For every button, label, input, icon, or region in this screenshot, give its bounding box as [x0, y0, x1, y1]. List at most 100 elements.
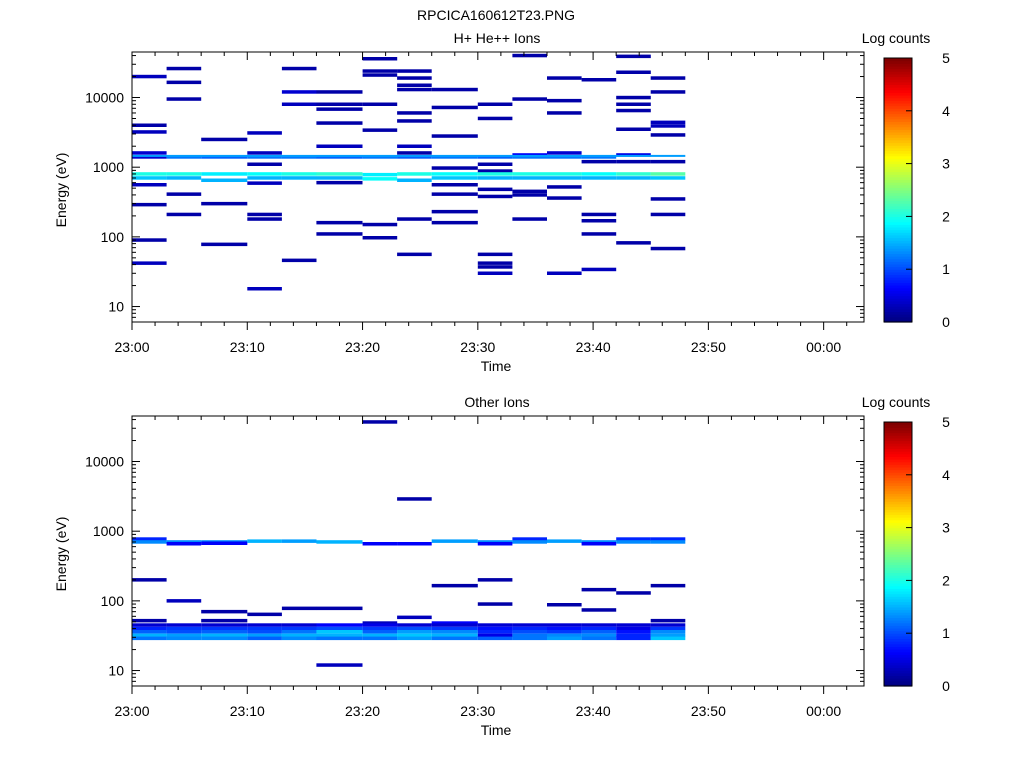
- colorbar-segment: [884, 503, 912, 508]
- data-cell: [201, 541, 248, 545]
- colorbar-segment: [884, 73, 912, 78]
- data-cell: [316, 144, 363, 148]
- data-cell: [616, 70, 651, 74]
- data-cell: [362, 542, 398, 546]
- spectrogram-cells: [132, 53, 686, 291]
- colorbar-segment: [884, 630, 912, 634]
- colorbar-segment: [884, 656, 912, 661]
- data-cell: [201, 155, 248, 159]
- data-cell: [616, 591, 651, 595]
- data-cell: [362, 57, 398, 61]
- colorbar-segment: [884, 87, 912, 91]
- colorbar-segment: [884, 184, 912, 188]
- data-cell: [201, 178, 248, 182]
- plot-frame: [131, 51, 865, 323]
- data-line: [132, 154, 686, 157]
- data-cell: [616, 630, 651, 634]
- colorbar-segment: [884, 261, 912, 265]
- data-cell: [201, 636, 248, 641]
- data-cell: [397, 626, 432, 631]
- colorbar-segment: [884, 187, 912, 191]
- x-tick-label: 00:00: [806, 339, 841, 355]
- colorbar-segment: [884, 625, 912, 629]
- data-cell: [650, 623, 686, 627]
- colorbar-segment: [884, 168, 912, 173]
- data-cell: [166, 626, 202, 631]
- colorbar-segment: [884, 495, 912, 500]
- data-cell: [650, 583, 686, 588]
- data-cell: [547, 271, 582, 275]
- data-cell: [132, 636, 167, 641]
- colorbar-segment: [884, 100, 912, 104]
- colorbar-segment: [884, 134, 912, 138]
- data-cell: [616, 172, 651, 176]
- colorbar-segment: [884, 160, 912, 165]
- colorbar-segment: [884, 63, 912, 67]
- colorbar-segment: [884, 229, 912, 233]
- colorbar-segment: [884, 548, 912, 552]
- data-cell: [547, 176, 582, 180]
- data-cell: [512, 176, 547, 180]
- data-cell: [512, 540, 547, 544]
- colorbar-segment: [884, 445, 912, 449]
- data-cell: [547, 636, 582, 641]
- colorbar-segment: [884, 171, 912, 175]
- colorbar-segment: [884, 598, 912, 603]
- data-cell: [431, 630, 478, 634]
- data-cell: [477, 540, 513, 544]
- colorbar-segment: [884, 126, 912, 130]
- data-cell: [477, 626, 513, 631]
- colorbar-segment: [884, 482, 912, 486]
- colorbar-segment: [884, 197, 912, 202]
- data-cell: [397, 217, 432, 221]
- colorbar-segment: [884, 58, 912, 62]
- spectrogram-cells: [132, 420, 686, 667]
- data-cell: [616, 540, 651, 544]
- colorbar-segment: [884, 234, 912, 239]
- data-cell: [397, 69, 432, 73]
- y-tick-label: 1000: [93, 523, 124, 539]
- data-cell: [362, 69, 398, 73]
- data-cell: [616, 54, 651, 59]
- data-cell: [281, 626, 317, 631]
- data-cell: [281, 606, 317, 611]
- colorbar-segment: [884, 242, 912, 247]
- colorbar-tick-label: 1: [942, 261, 950, 277]
- colorbar-segment: [884, 182, 912, 186]
- colorbar-segment: [884, 535, 912, 539]
- data-cell: [201, 630, 248, 634]
- data-cell: [581, 159, 617, 164]
- data-cell: [477, 252, 513, 257]
- colorbar-segment: [884, 646, 912, 650]
- colorbar-segment: [884, 195, 912, 199]
- colorbar-segment: [884, 422, 912, 426]
- colorbar-segment: [884, 258, 912, 262]
- colorbar-segment: [884, 477, 912, 481]
- y-tick-label: 10: [108, 663, 124, 679]
- data-cell: [316, 172, 363, 176]
- colorbar-segment: [884, 601, 912, 605]
- data-cell: [281, 66, 317, 71]
- colorbar-segment: [884, 461, 912, 465]
- colorbar-segment: [884, 158, 912, 162]
- data-cell: [132, 130, 167, 134]
- x-tick-label: 23:30: [460, 703, 495, 719]
- colorbar-segment: [884, 166, 912, 170]
- data-cell: [132, 623, 167, 627]
- colorbar-segment: [884, 451, 912, 455]
- data-cell: [166, 630, 202, 634]
- colorbar-segment: [884, 116, 912, 120]
- colorbar-segment: [884, 300, 912, 305]
- data-cell: [201, 623, 248, 627]
- data-cell: [397, 252, 432, 257]
- colorbar-segment: [884, 659, 912, 663]
- colorbar-segment: [884, 464, 912, 468]
- data-cell: [281, 172, 317, 176]
- data-cell: [397, 76, 432, 80]
- colorbar-segment: [884, 97, 912, 101]
- data-cell: [650, 172, 686, 176]
- data-cell: [581, 267, 617, 272]
- colorbar-segment: [884, 627, 912, 632]
- data-cell: [201, 242, 248, 247]
- data-cell: [397, 83, 432, 87]
